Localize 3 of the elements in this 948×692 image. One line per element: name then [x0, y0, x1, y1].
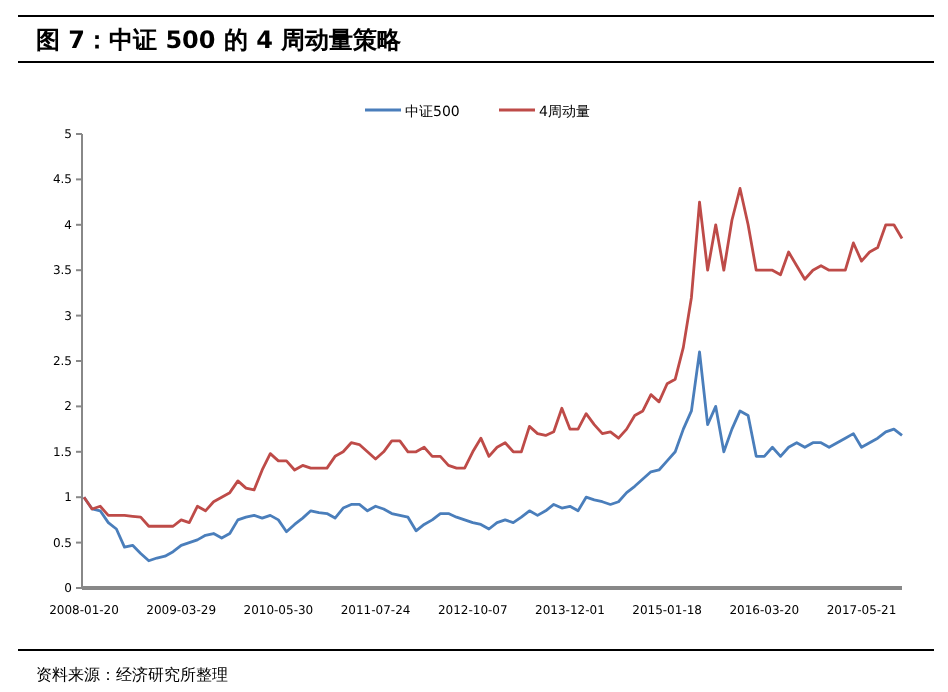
- text: 资料来源：经济研究所整理: [36, 666, 228, 684]
- chart-title: 图 7：中证 500 的 4 周动量策略: [36, 26, 404, 54]
- line-series: [82, 187, 904, 528]
